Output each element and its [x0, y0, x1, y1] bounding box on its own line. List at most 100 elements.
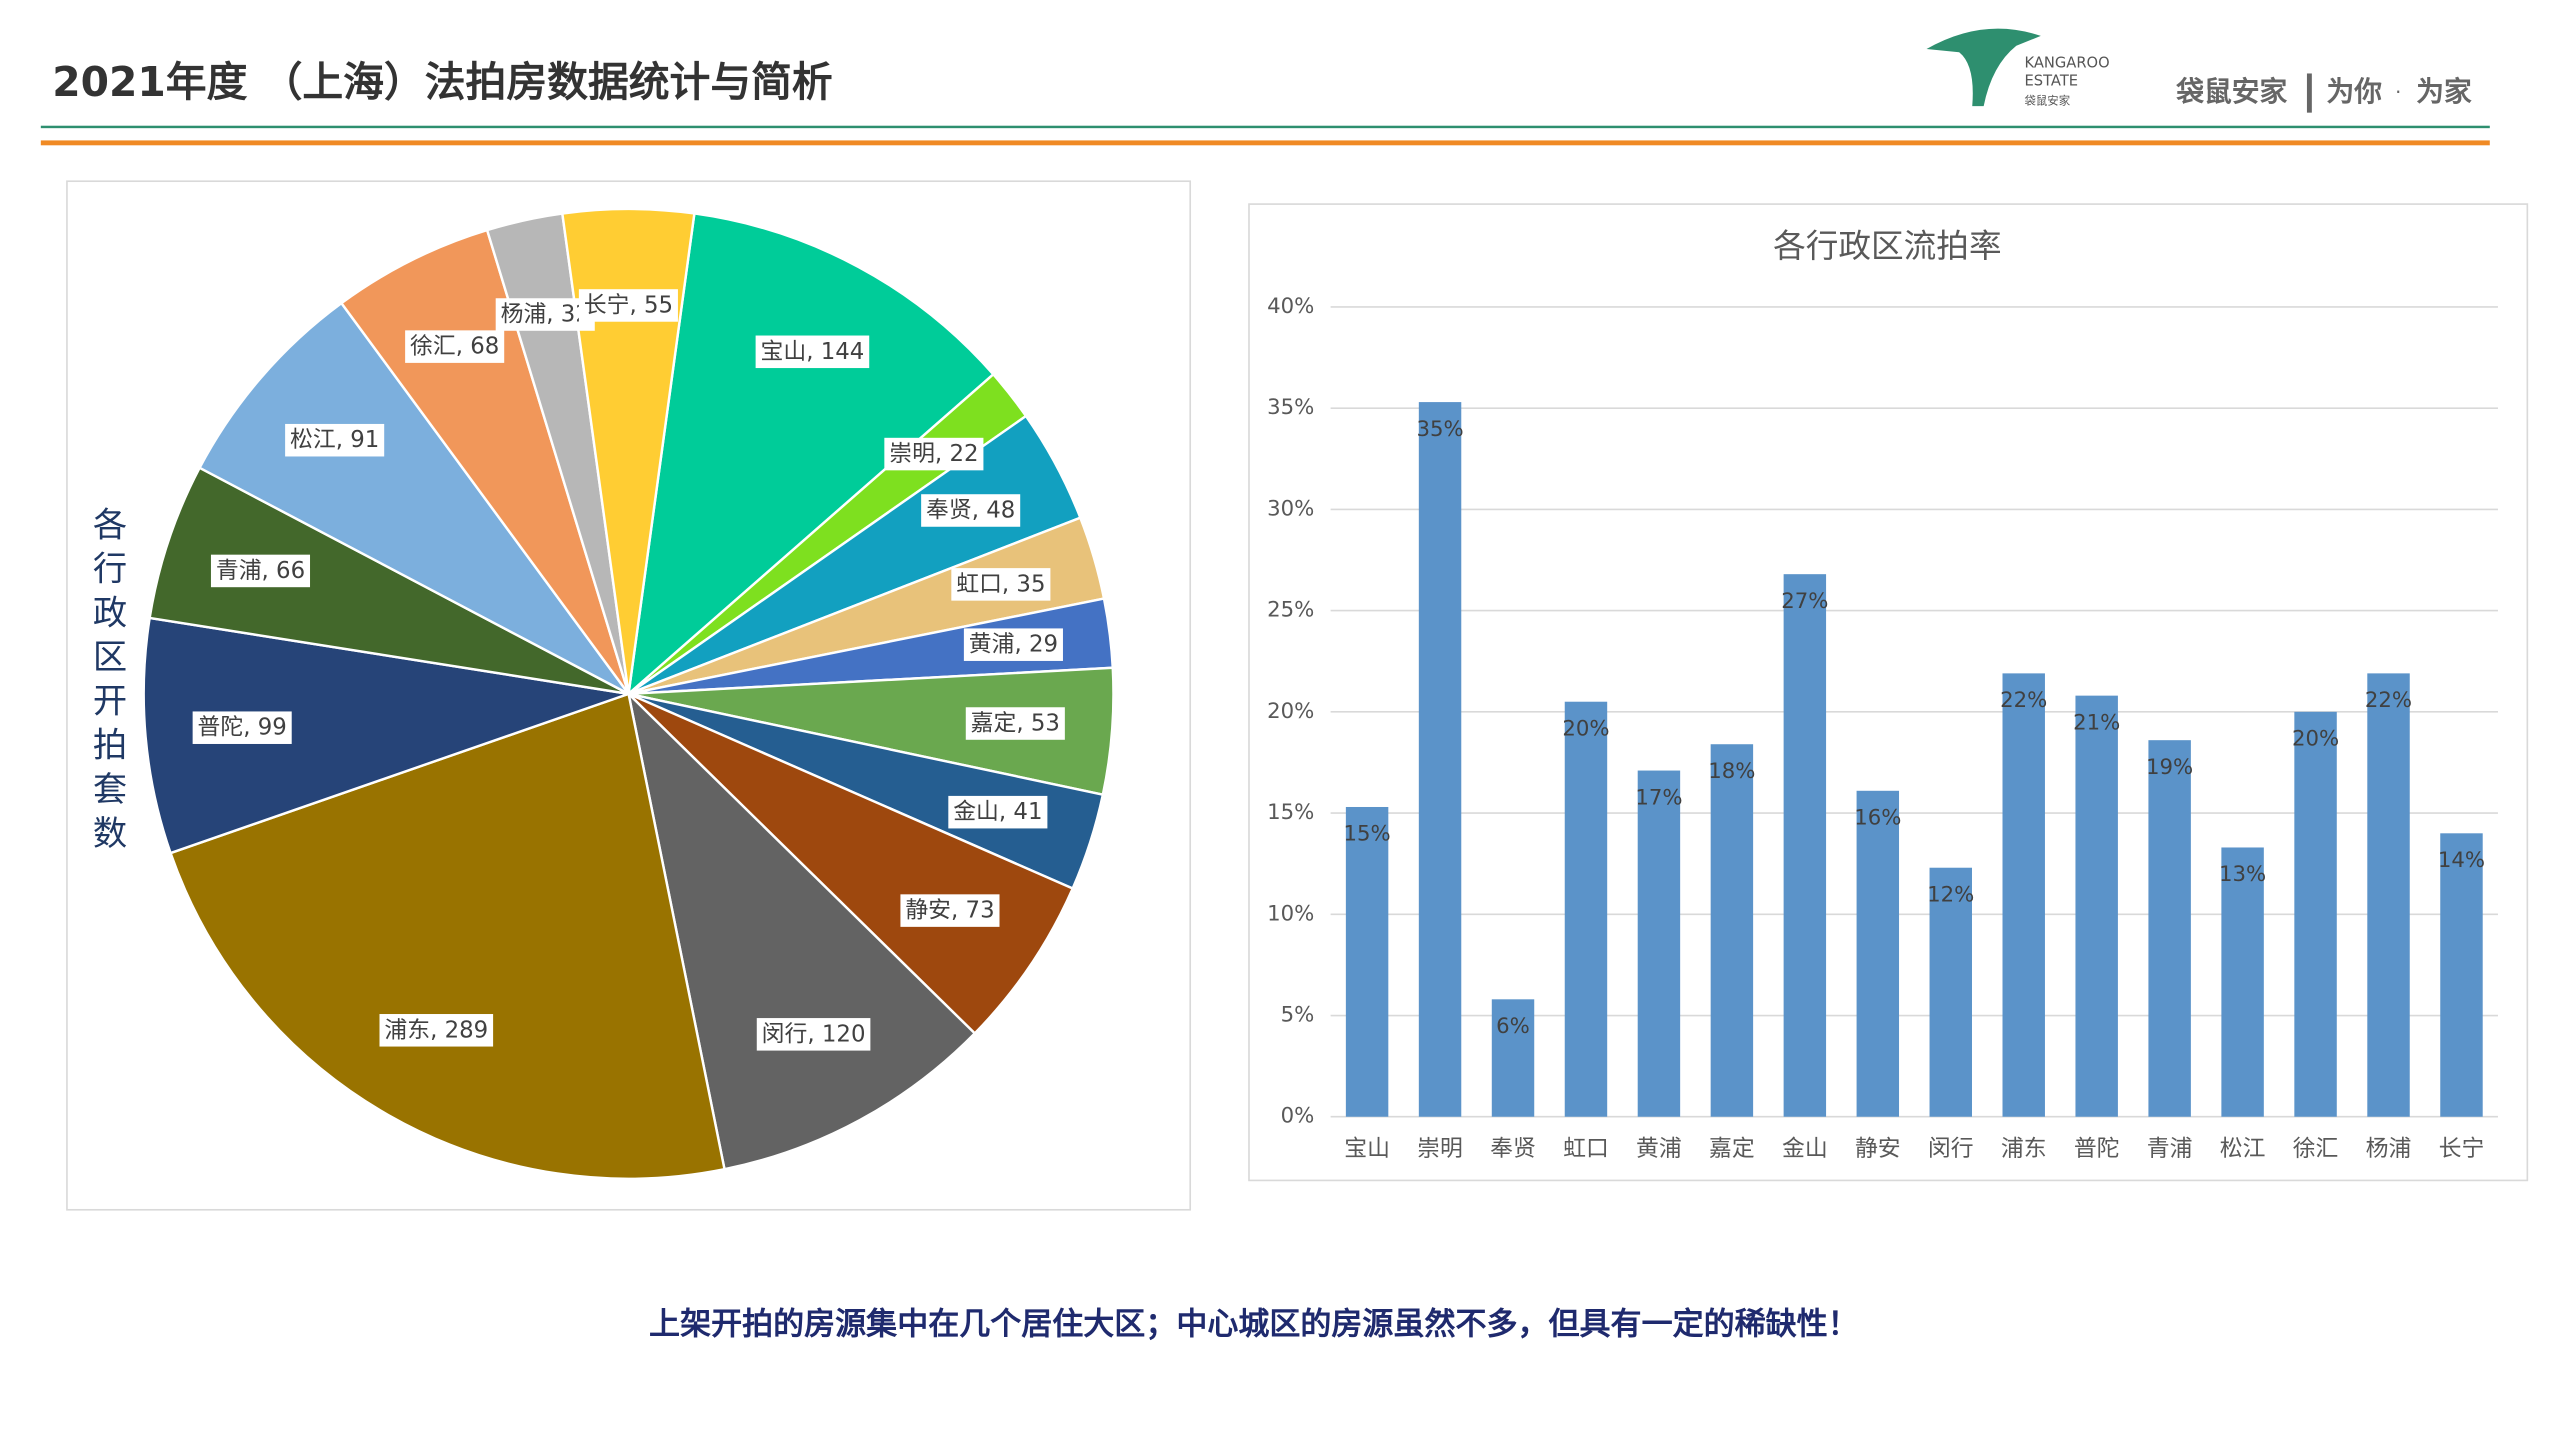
rule-green — [40, 125, 2490, 129]
bar — [1345, 806, 1389, 1117]
pie-slice — [142, 616, 629, 855]
y-tick-label: 40% — [1267, 294, 1314, 319]
x-tick-label: 徐汇 — [2293, 1136, 2339, 1162]
data-label: 黄浦, 29 — [969, 632, 1058, 658]
data-label: 奉贤, 48 — [926, 497, 1015, 523]
logo-en: KANGAROO — [2024, 55, 2109, 72]
x-tick-label: 杨浦 — [2366, 1136, 2412, 1162]
y-tick-label: 25% — [1267, 598, 1314, 623]
data-label: 徐汇, 68 — [410, 334, 499, 360]
y-tick-label: 30% — [1267, 496, 1314, 521]
label-box — [379, 1014, 494, 1047]
data-label: 长宁, 55 — [584, 292, 673, 318]
bar — [1637, 770, 1681, 1117]
x-tick-label: 金山 — [1782, 1136, 1828, 1162]
bar — [1564, 701, 1608, 1117]
label-box — [285, 423, 385, 457]
label-box — [405, 330, 505, 363]
data-label: 崇明, 22 — [889, 441, 978, 467]
data-label: 20% — [1562, 716, 1609, 741]
x-tick-label: 奉贤 — [1490, 1136, 1536, 1162]
x-tick-label: 长宁 — [2439, 1136, 2485, 1162]
x-tick-label: 嘉定 — [1709, 1136, 1755, 1162]
data-label: 19% — [2146, 755, 2193, 780]
data-label: 宝山, 144 — [761, 339, 865, 365]
label-box — [951, 568, 1051, 601]
y-tick-label: 5% — [1281, 1003, 1315, 1028]
brand: 袋鼠安家 — [2175, 75, 2287, 108]
bar — [1929, 867, 1972, 1117]
pie-label: 闵行, 120 — [756, 1018, 871, 1051]
data-label: 12% — [1927, 882, 1974, 907]
data-label: 6% — [1496, 1014, 1530, 1039]
data-label: 20% — [2292, 727, 2339, 752]
bar — [2367, 673, 2410, 1117]
logo-mark — [1926, 28, 2041, 107]
slogan-sep: · — [2395, 81, 2401, 104]
bar — [1856, 790, 1900, 1117]
pie-label: 静安, 73 — [900, 894, 1000, 927]
data-label: 18% — [1708, 759, 1755, 784]
data-label: 17% — [1635, 785, 1682, 810]
pie-slice — [148, 466, 630, 696]
pie-label: 崇明, 22 — [884, 437, 984, 471]
data-label: 青浦, 66 — [216, 558, 305, 584]
pie-label: 奉贤, 48 — [921, 494, 1021, 527]
data-label: 22% — [2000, 688, 2047, 713]
footer-note: 上架开拍的房源集中在几个居住大区；中心城区的房源虽然不多，但具有一定的稀缺性！ — [649, 1307, 1859, 1343]
data-label: 22% — [2365, 688, 2412, 713]
pie-slice — [626, 690, 977, 1171]
x-tick-label: 闵行 — [1928, 1136, 1974, 1162]
bar — [1491, 999, 1535, 1117]
label-box — [192, 711, 292, 744]
bar — [2221, 847, 2264, 1117]
bar — [2440, 833, 2483, 1117]
x-tick-label: 青浦 — [2147, 1136, 2193, 1162]
label-box — [756, 1018, 871, 1051]
label-box — [578, 289, 678, 322]
pie-label: 长宁, 55 — [578, 289, 678, 322]
bar — [1710, 744, 1754, 1117]
data-label: 静安, 73 — [905, 898, 994, 924]
pie-label: 嘉定, 53 — [965, 707, 1065, 740]
data-label: 松江, 91 — [290, 427, 379, 453]
logo-en: ESTATE — [2024, 73, 2078, 90]
y-tick-label: 0% — [1281, 1104, 1315, 1129]
data-label: 27% — [1781, 589, 1828, 614]
data-label: 杨浦, 32 — [501, 302, 590, 328]
label-box — [495, 298, 595, 331]
pie-slice — [197, 301, 630, 695]
x-tick-label: 浦东 — [2001, 1136, 2047, 1162]
slogan: 为家 — [2416, 75, 2472, 108]
data-label: 嘉定, 53 — [971, 711, 1060, 737]
x-tick-label: 黄浦 — [1636, 1136, 1682, 1162]
bar — [1783, 574, 1827, 1117]
bar — [2294, 711, 2337, 1117]
bar — [2148, 740, 2191, 1117]
data-label: 闵行, 120 — [762, 1021, 866, 1047]
rule-orange — [40, 140, 2490, 146]
x-tick-label: 宝山 — [1344, 1136, 1390, 1162]
pie-label: 松江, 91 — [285, 423, 385, 457]
x-tick-label: 崇明 — [1417, 1136, 1463, 1162]
data-label: 13% — [2219, 862, 2266, 887]
y-tick-label: 15% — [1267, 800, 1314, 825]
data-label: 浦东, 289 — [384, 1017, 488, 1043]
label-box — [900, 894, 1000, 927]
divider — [2306, 73, 2312, 113]
label-box — [884, 437, 984, 471]
bar — [1418, 402, 1462, 1117]
slogan: 为你 — [2327, 75, 2383, 108]
title: 2021年度 （上海）法拍房数据统计与简析 — [52, 58, 832, 106]
y-tick-label: 10% — [1267, 901, 1314, 926]
label-box — [921, 494, 1021, 527]
pie-ylabel: 各行政区开拍套数 — [86, 506, 127, 859]
label-box — [210, 554, 311, 588]
data-label: 35% — [1416, 417, 1463, 442]
label-box — [755, 335, 870, 369]
pie-slice — [626, 212, 996, 697]
x-tick-label: 虹口 — [1563, 1136, 1609, 1162]
data-label: 普陀, 99 — [198, 715, 287, 741]
